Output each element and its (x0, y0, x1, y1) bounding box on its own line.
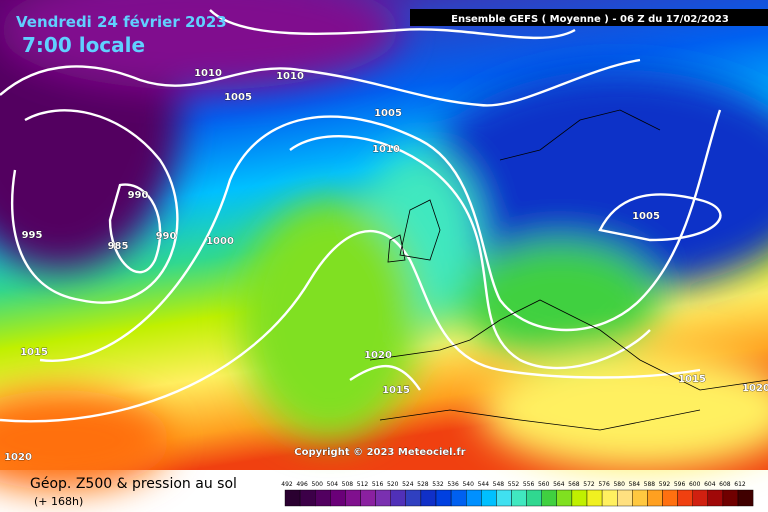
isobar-label: 1020 (4, 452, 32, 463)
scale-swatch (405, 489, 422, 507)
scale-swatch (737, 489, 754, 507)
isobar-label: 995 (22, 230, 43, 241)
scale-swatch (662, 489, 678, 507)
scale-label: 496 (296, 481, 308, 488)
scale-swatch (526, 489, 542, 507)
scale-swatch (496, 489, 512, 507)
scale-label: 588 (644, 481, 656, 488)
scale-swatch (284, 489, 301, 507)
scale-swatch (556, 489, 573, 507)
coastlines (369, 109, 768, 431)
scale-label: 516 (372, 481, 384, 488)
scale-swatch (692, 489, 709, 507)
scale-swatch (450, 489, 467, 507)
date: Vendredi 24 février 2023 (16, 13, 227, 31)
scale-label: 600 (689, 481, 701, 488)
scale-label: 580 (613, 481, 625, 488)
scale-label: 608 (719, 481, 731, 488)
isobar-label: 1015 (678, 374, 706, 385)
scale-label: 596 (674, 481, 686, 488)
scale-label: 528 (417, 481, 429, 488)
scale-label: 492 (281, 481, 293, 488)
isobar-label: 985 (108, 241, 129, 252)
scale-label: 568 (568, 481, 580, 488)
time: 7:00 locale (22, 33, 145, 57)
isobar-label: 990 (156, 231, 177, 242)
scale-swatch (571, 489, 588, 507)
scale-label: 552 (508, 481, 520, 488)
scale-label: 544 (478, 481, 490, 488)
isobar-label: 1005 (632, 211, 660, 222)
isobar-label: 1005 (374, 108, 402, 119)
scale-label: 540 (462, 481, 474, 488)
scale-swatch (299, 489, 316, 507)
scale-swatch (390, 489, 407, 507)
scale-label: 556 (523, 481, 535, 488)
scale-label: 504 (327, 481, 339, 488)
scale-label: 584 (629, 481, 641, 488)
scale-swatch (481, 489, 497, 507)
scale-label: 576 (598, 481, 610, 488)
scale-label: 612 (734, 481, 746, 488)
scale-swatch (617, 489, 633, 507)
isobar-label: 1010 (372, 144, 400, 155)
scale-label: 592 (659, 481, 671, 488)
map-field (0, 0, 768, 490)
footer-lead: (+ 168h) (34, 495, 83, 508)
scale-swatch (466, 489, 482, 507)
scale-swatch (647, 489, 663, 507)
scale-label: 508 (342, 481, 354, 488)
isobar-label: 1020 (742, 383, 768, 394)
isobar-label: 990 (128, 190, 149, 201)
scale-label: 548 (493, 481, 505, 488)
isobar-label: 1015 (382, 385, 410, 396)
scale-swatch (435, 489, 452, 507)
scale-label: 564 (553, 481, 565, 488)
isobar-label: 1005 (224, 92, 252, 103)
run-info: Ensemble GEFS ( Moyenne ) - 06 Z du 17/0… (451, 14, 729, 25)
isobar-label: 1010 (194, 68, 222, 79)
scale-swatch (722, 489, 739, 507)
scale-label: 524 (402, 481, 414, 488)
isobar-label: 1010 (276, 71, 304, 82)
isobars (0, 9, 722, 423)
scale-swatch (330, 489, 346, 507)
scale-swatch (707, 489, 724, 507)
isobar-labels: 1010 1010 1005 1005 1010 990 990 995 985 1000 1005… (4, 68, 768, 464)
scale-label: 604 (704, 481, 716, 488)
footer-title: Géop. Z500 & pression au sol (30, 476, 237, 492)
scale-swatch (632, 489, 648, 507)
scale-label: 536 (447, 481, 459, 488)
scale-swatch (541, 489, 558, 507)
scale-label: 520 (387, 481, 399, 488)
isobar-label: 1015 (20, 347, 48, 358)
isobar-label: 1000 (206, 236, 234, 247)
scale-label: 500 (311, 481, 323, 488)
scale-label: 572 (583, 481, 595, 488)
color-scale: 492 496 500 504 508 512 516 520 524 528 532 536 540 5… (281, 481, 754, 507)
scale-swatch (511, 489, 527, 507)
copyright: Copyright © 2023 Meteociel.fr (294, 447, 465, 458)
scale-swatch (420, 489, 437, 507)
isobar-label: 1020 (364, 350, 392, 361)
scale-swatch (315, 489, 331, 507)
scale-label: 512 (357, 481, 369, 488)
scale-swatch (375, 489, 391, 507)
scale-swatch (345, 489, 361, 507)
scale-swatch (677, 489, 693, 507)
run-banner (410, 9, 768, 26)
scale-swatch (601, 489, 618, 507)
scale-swatch (360, 489, 376, 507)
scale-label: 532 (432, 481, 444, 488)
scale-swatch (586, 489, 603, 507)
scale-label: 560 (538, 481, 550, 488)
